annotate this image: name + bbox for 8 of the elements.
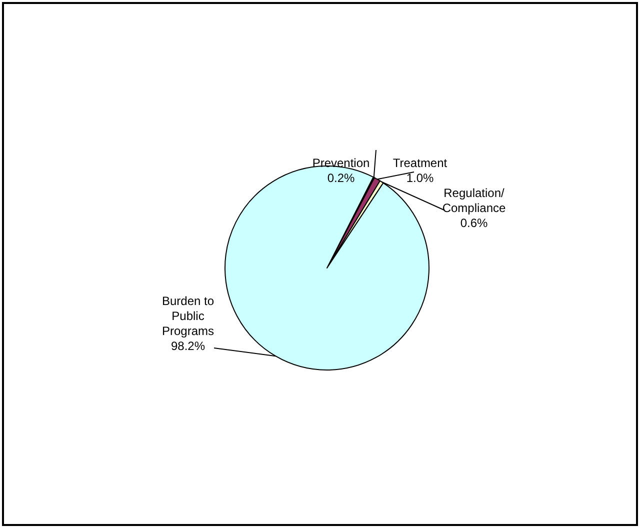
data-label: 98.2%	[170, 339, 206, 353]
data-label: 0.2%	[327, 171, 355, 185]
data-label: 0.6%	[460, 216, 488, 230]
slice-label: Treatment	[392, 156, 448, 170]
slice-label: Regulation/Compliance	[442, 186, 506, 215]
slice-label: Prevention	[312, 156, 370, 170]
data-label: 1.0%	[406, 171, 434, 185]
slice-label: Burden to Public Programs	[162, 294, 214, 338]
